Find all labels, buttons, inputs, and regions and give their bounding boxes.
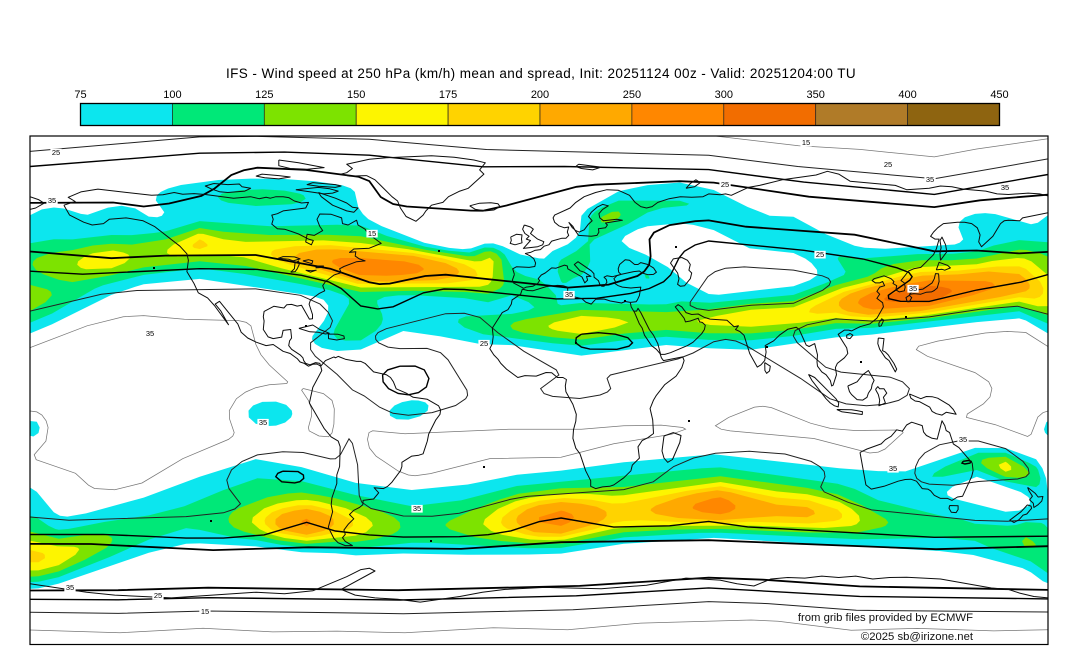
- svg-text:15: 15: [201, 607, 209, 616]
- svg-text:450: 450: [990, 89, 1008, 101]
- svg-text:35: 35: [48, 196, 56, 205]
- svg-text:15: 15: [802, 138, 810, 147]
- svg-text:200: 200: [531, 89, 549, 101]
- svg-text:35: 35: [959, 435, 967, 444]
- svg-text:35: 35: [909, 284, 917, 293]
- svg-text:35: 35: [259, 418, 267, 427]
- svg-text:250: 250: [623, 89, 641, 101]
- svg-text:IFS - Wind speed at 250 hPa (k: IFS - Wind speed at 250 hPa (km/h) mean …: [226, 66, 856, 81]
- svg-text:25: 25: [884, 160, 892, 169]
- svg-text:350: 350: [807, 89, 825, 101]
- svg-text:100: 100: [163, 89, 181, 101]
- svg-text:75: 75: [74, 89, 86, 101]
- svg-text:35: 35: [413, 504, 421, 513]
- svg-text:25: 25: [52, 148, 60, 157]
- svg-text:400: 400: [898, 89, 916, 101]
- svg-text:35: 35: [1001, 183, 1009, 192]
- svg-text:©2025 sb@irizone.net: ©2025 sb@irizone.net: [861, 631, 974, 643]
- svg-text:from grib files provided by EC: from grib files provided by ECMWF: [798, 612, 973, 624]
- svg-text:35: 35: [146, 329, 154, 338]
- svg-text:35: 35: [926, 175, 934, 184]
- svg-text:25: 25: [480, 339, 488, 348]
- svg-text:35: 35: [889, 464, 897, 473]
- svg-text:300: 300: [715, 89, 733, 101]
- svg-text:25: 25: [721, 180, 729, 189]
- svg-text:125: 125: [255, 89, 273, 101]
- svg-text:175: 175: [439, 89, 457, 101]
- svg-text:25: 25: [816, 250, 824, 259]
- svg-text:35: 35: [565, 290, 573, 299]
- svg-text:35: 35: [66, 583, 74, 592]
- svg-text:150: 150: [347, 89, 365, 101]
- svg-text:15: 15: [368, 229, 376, 238]
- svg-text:25: 25: [154, 591, 162, 600]
